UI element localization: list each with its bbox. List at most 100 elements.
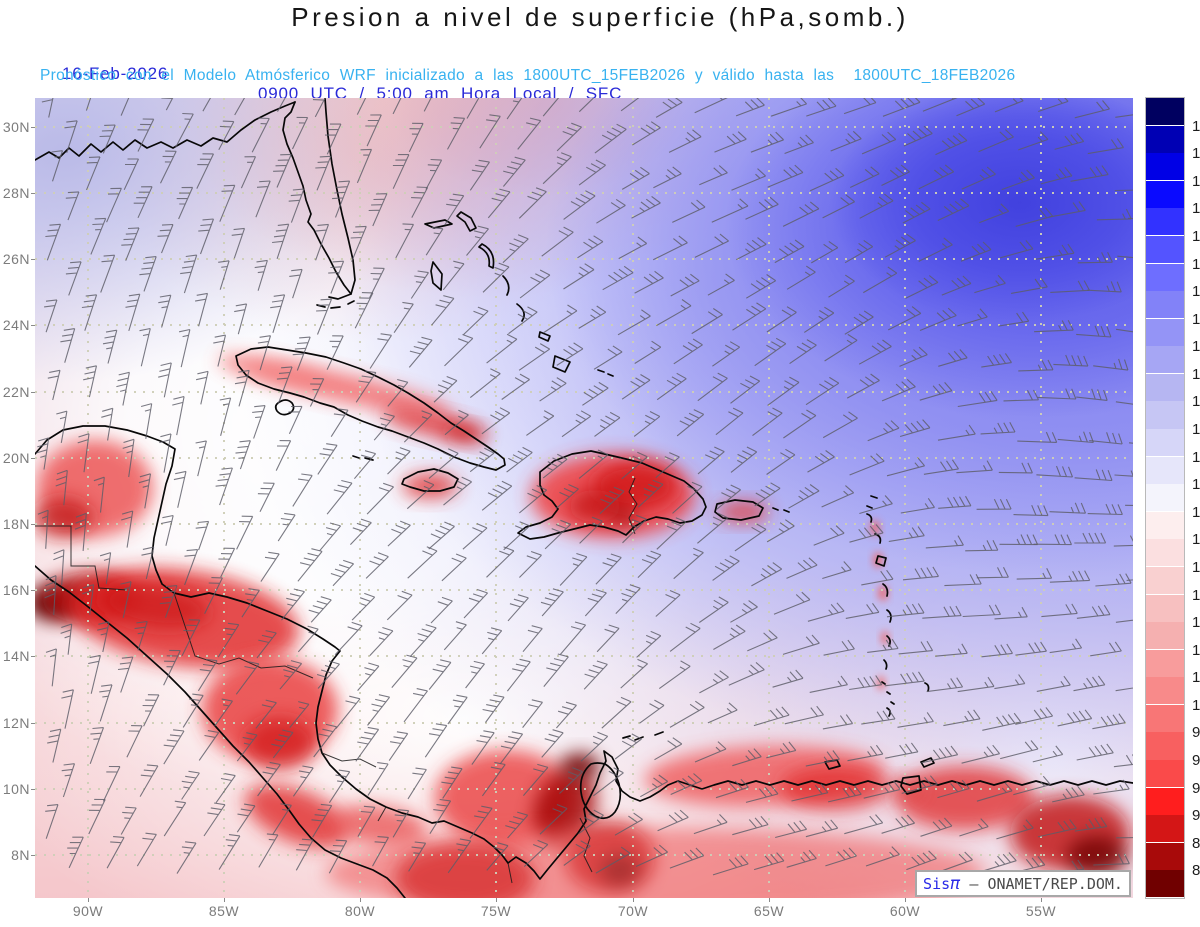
colorbar-value: 1008 [1192,586,1200,604]
lat-tick [31,325,35,326]
lat-tick-label: 14N [2,648,30,664]
virgin-islands [772,507,790,513]
lat-tick [31,789,35,790]
coast-puerto-rico [714,499,764,521]
lat-tick [31,656,35,657]
lon-tick-label: 60W [889,903,921,919]
colorbar-value: 1035 [1192,172,1200,190]
colorbar-segment [1146,622,1184,651]
colorbar-segment [1146,429,1184,458]
colorbar-value: 1020 [1192,310,1200,328]
colorbar-segment [1146,235,1184,264]
isle-of-youth [274,399,295,416]
colorbar-value: 1025 [1192,255,1200,273]
pi-logo: π [950,873,961,894]
lat-tick-label: 22N [2,384,30,400]
colorbar-value: 1017 [1192,393,1200,411]
colorbar-value: 1000 [1192,696,1200,714]
lat-tick [31,392,35,393]
colorbar-value: 1022 [1192,283,1200,301]
bahamas-cat [502,275,510,296]
lat-tick [31,458,35,459]
colorbar-value: 1002 [1192,669,1200,687]
lon-tick [769,898,770,902]
coast-jamaica [401,468,459,492]
colorbar-value: 900 [1192,807,1200,825]
colorbar-segment [1146,566,1184,596]
colorbar-segment [1146,760,1184,789]
lat-tick-label: 28N [2,185,30,201]
colorbar-value: 1018 [1192,365,1200,383]
lat-tick-label: 30N [2,119,30,135]
colorbar-value: 1004 [1192,641,1200,659]
colorbar [1145,97,1185,899]
colorbar-value: 1019 [1192,338,1200,356]
cayman-islands [352,455,374,461]
colorbar-value: 800 [1192,862,1200,880]
colorbar-value: 1014 [1192,476,1200,494]
lat-tick-label: 8N [11,847,30,863]
colorbar-segment [1146,153,1184,182]
lake-maracaibo [579,762,622,820]
colorbar-value: 1030 [1192,200,1200,218]
colorbar-segment [1146,511,1184,540]
colorbar-value: 1040 [1192,145,1200,163]
colorbar-segment [1146,649,1184,678]
bahamas-abaco [456,211,477,232]
coast-hispaniola [517,450,707,540]
bahamas-long [516,303,525,322]
colorbar-segment [1146,456,1184,485]
colorbar-segment [1146,98,1184,127]
colorbar-value: 1028 [1192,227,1200,245]
lon-tick [224,898,225,902]
lon-tick [633,898,634,902]
colorbar-segment [1146,677,1184,706]
coast-gulf [35,101,296,161]
coast-cuba [235,346,506,471]
coast-florida-east [324,98,356,295]
lon-tick [496,898,497,902]
trinidad [900,775,922,795]
colorbar-value: 1010 [1192,558,1200,576]
valid-time-line: 16-Feb-2026 0900 UTC / 5:00 am Hora Loca… [0,44,1200,103]
colorbar-value: 950 [1192,779,1200,797]
colorbar-value: 1012 [1192,531,1200,549]
colorbar-segment [1146,401,1184,430]
lon-tick [360,898,361,902]
lon-tick [1041,898,1042,902]
branding-box: Sis π – ONAMET/REP.DOM. [915,870,1131,897]
colorbar-segment [1146,870,1184,899]
bahamas-andros [430,261,443,291]
lon-tick-label: 55W [1025,903,1057,919]
lat-tick-label: 20N [2,450,30,466]
lon-tick-label: 85W [208,903,240,919]
colorbar-segment [1146,787,1184,816]
lat-tick [31,723,35,724]
coast-florida-west [282,101,352,300]
bahamas-eleuthera [478,243,495,269]
colorbar-value: 1050 [1192,117,1200,135]
coast-south-america [507,750,1133,880]
curacao-bonaire [622,731,664,741]
tobago [920,757,935,768]
colorbar-value: 990 [1192,724,1200,742]
lat-tick [31,127,35,128]
lat-tick [31,524,35,525]
lat-tick [31,855,35,856]
colorbar-segment [1146,704,1184,733]
colorbar-segment [1146,346,1184,375]
bahamas-crooked [538,331,551,342]
country-borders [35,477,638,884]
colorbar-segment [1146,263,1184,292]
pressure-map [35,98,1133,898]
colorbar-segment [1146,815,1184,844]
lat-tick [31,259,35,260]
lon-tick-label: 75W [480,903,512,919]
colorbar-segment [1146,180,1184,209]
lon-tick-label: 90W [72,903,104,919]
branding-sep: – [960,874,988,893]
colorbar-segment [1146,732,1184,761]
lon-tick-label: 65W [753,903,785,919]
colorbar-segment [1146,208,1184,237]
